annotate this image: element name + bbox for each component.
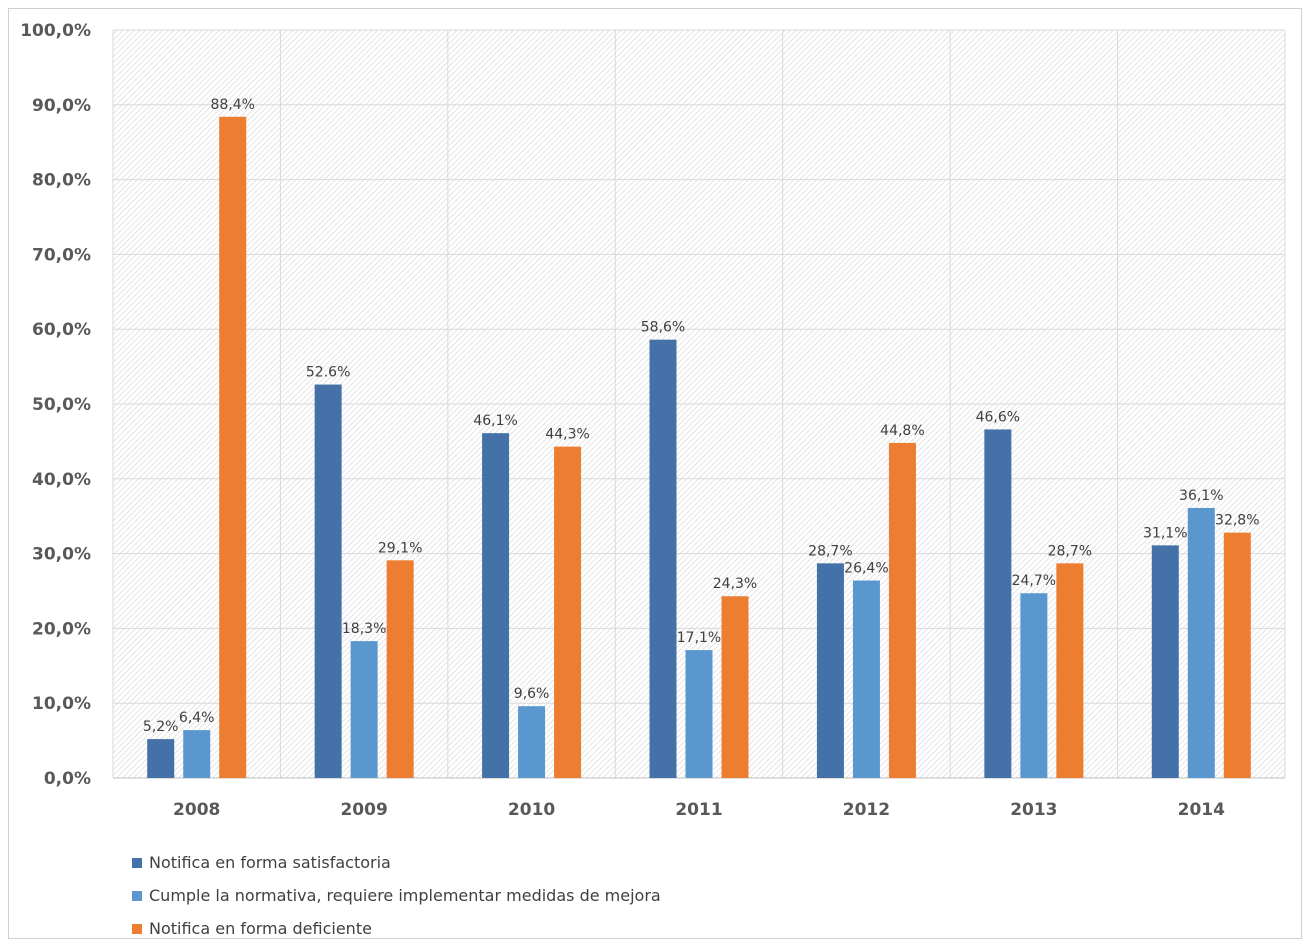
data-label: 44,8%	[880, 423, 924, 439]
data-label: 9,6%	[514, 686, 550, 702]
data-label: 52.6%	[306, 365, 350, 381]
bar	[685, 650, 713, 778]
bar	[554, 446, 582, 778]
legend-swatch	[132, 923, 142, 934]
bar	[386, 560, 414, 778]
bar	[984, 429, 1012, 778]
data-label: 44,3%	[545, 427, 589, 443]
legend-item-deficiente: Notifica en forma deficiente	[132, 912, 661, 945]
x-tick-label: 2009	[340, 800, 387, 820]
legend-swatch	[132, 857, 142, 868]
data-label: 24,3%	[713, 576, 757, 592]
data-label: 32,8%	[1215, 513, 1259, 529]
bar	[1151, 545, 1179, 778]
bar	[1056, 563, 1084, 778]
data-label: 26,4%	[844, 561, 888, 577]
data-label: 36,1%	[1179, 488, 1223, 504]
x-tick-label: 2012	[843, 800, 890, 820]
data-label: 5,2%	[143, 719, 179, 735]
bar	[888, 442, 916, 778]
data-label: 6,4%	[179, 710, 215, 726]
legend-item-cumple: Cumple la normativa, requiere implementa…	[132, 879, 661, 912]
bar	[1187, 507, 1215, 778]
bar	[183, 730, 211, 778]
data-label: 28,7%	[1048, 543, 1092, 559]
data-label: 58,6%	[641, 320, 685, 336]
data-label: 18,3%	[342, 621, 386, 637]
bar	[816, 563, 844, 778]
data-label: 24,7%	[1012, 573, 1056, 589]
data-label: 46,6%	[976, 409, 1020, 425]
bar	[649, 339, 677, 778]
x-tick-label: 2013	[1010, 800, 1057, 820]
y-tick-label: 60,0%	[32, 320, 91, 340]
data-label: 29,1%	[378, 540, 422, 556]
y-tick-label: 90,0%	[32, 96, 91, 116]
bar	[219, 116, 247, 778]
y-tick-label: 100,0%	[20, 21, 91, 41]
y-tick-label: 50,0%	[32, 395, 91, 415]
legend-label: Notifica en forma deficiente	[149, 919, 372, 938]
x-tick-label: 2011	[675, 800, 722, 820]
y-tick-label: 80,0%	[32, 171, 91, 191]
legend-label: Notifica en forma satisfactoria	[149, 853, 391, 872]
data-label: 88,4%	[210, 97, 254, 113]
bar	[1020, 593, 1048, 778]
y-tick-label: 40,0%	[32, 470, 91, 490]
bar	[852, 580, 880, 778]
bar	[518, 706, 546, 778]
data-label: 46,1%	[473, 413, 517, 429]
y-tick-label: 20,0%	[32, 619, 91, 639]
bar	[147, 739, 175, 778]
bar	[1223, 532, 1251, 778]
data-label: 28,7%	[808, 543, 852, 559]
legend-item-satisfactoria: Notifica en forma satisfactoria	[132, 846, 661, 879]
chart-legend: Notifica en forma satisfactoria Cumple l…	[132, 846, 661, 945]
data-label: 17,1%	[677, 630, 721, 646]
x-tick-label: 2010	[508, 800, 555, 820]
y-tick-label: 10,0%	[32, 694, 91, 714]
y-tick-label: 0,0%	[44, 769, 91, 789]
legend-swatch	[132, 890, 142, 901]
x-tick-label: 2014	[1178, 800, 1225, 820]
legend-label: Cumple la normativa, requiere implementa…	[149, 886, 661, 905]
bar	[350, 641, 378, 778]
bar	[721, 596, 749, 778]
y-tick-label: 70,0%	[32, 245, 91, 265]
bar	[482, 433, 510, 778]
x-tick-label: 2008	[173, 800, 220, 820]
bar	[314, 384, 342, 778]
data-label: 31,1%	[1143, 525, 1187, 541]
y-tick-label: 30,0%	[32, 545, 91, 565]
